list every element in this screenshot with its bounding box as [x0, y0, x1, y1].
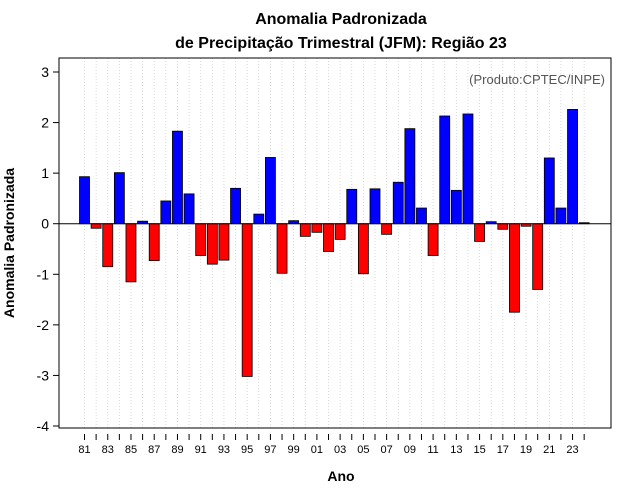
bar-07	[381, 223, 393, 235]
bar-12	[439, 115, 451, 225]
x-tick-label: 83	[102, 444, 114, 456]
bar-92	[206, 223, 218, 265]
x-tick-label: 13	[450, 444, 462, 456]
bar-01	[311, 223, 323, 233]
y-tick-label: 2	[41, 115, 49, 131]
chart-title-line2: de Precipitação Trimestral (JFM): Região…	[175, 35, 507, 52]
x-tick-label: 91	[195, 444, 207, 456]
bar-13	[450, 189, 462, 225]
x-tick-label: 97	[264, 444, 276, 456]
bar-22	[555, 207, 567, 225]
x-tick-label: 05	[357, 444, 369, 456]
x-tick-label: 09	[404, 444, 416, 456]
y-axis-title: Anomalia Padronizada	[1, 168, 17, 318]
bar-87	[148, 223, 160, 262]
y-tick-label: 3	[41, 64, 49, 80]
x-tick-label: 07	[380, 444, 392, 456]
x-tick-label: 11	[427, 444, 438, 456]
bar-95	[241, 223, 253, 377]
bar-08	[392, 181, 404, 225]
bar-84	[113, 172, 125, 225]
x-tick-label: 85	[125, 444, 137, 456]
y-tick-label: -1	[37, 266, 50, 282]
bar-88	[160, 200, 172, 225]
bar-10	[416, 207, 427, 225]
bar-90	[183, 193, 195, 225]
y-tick-label: -2	[37, 317, 50, 333]
bar-18	[509, 223, 520, 313]
x-tick-label: 03	[334, 444, 346, 456]
bar-15	[474, 223, 485, 242]
bar-17	[497, 223, 509, 230]
source-note: (Produto:CPTEC/INPE)	[469, 72, 605, 87]
y-tick-label: 1	[41, 165, 49, 181]
y-tick-label: -3	[37, 367, 50, 383]
plot-frame	[58, 57, 612, 429]
bar-03	[334, 223, 346, 240]
bar-94	[230, 187, 241, 225]
bar-21	[543, 157, 555, 225]
bar-05	[357, 223, 369, 275]
bar-96	[253, 213, 265, 225]
x-axis: 81 83 85 87 89 91 93 95 97 99 01 03 05 07 09 11 13 15 17 19…	[78, 434, 585, 456]
x-tick-label: 19	[520, 444, 532, 456]
x-tick-label: 89	[171, 444, 183, 456]
y-tick-label: -4	[37, 418, 50, 434]
y-axis: -4 -3 -2 -1 0 1 2 3	[37, 64, 59, 434]
x-tick-label: 99	[288, 444, 300, 456]
bar-11	[427, 223, 439, 256]
bar-20	[532, 223, 544, 290]
x-tick-label: 21	[543, 444, 555, 456]
x-tick-label: 95	[241, 444, 253, 456]
bar-97	[265, 157, 276, 225]
x-tick-label: 17	[497, 444, 509, 456]
bar-81	[79, 176, 90, 225]
bar-91	[195, 223, 207, 256]
bar-14	[462, 113, 474, 225]
x-tick-label: 01	[311, 444, 323, 456]
x-tick-label: 93	[218, 444, 230, 456]
x-tick-label: 87	[148, 444, 160, 456]
bar-23	[567, 109, 578, 225]
bar-82	[90, 223, 102, 229]
x-tick-label: 81	[78, 444, 90, 456]
bar-09	[404, 128, 416, 225]
bar-83	[102, 223, 114, 268]
bar-00	[299, 223, 311, 237]
x-axis-title: Ano	[327, 468, 354, 484]
bar-89	[172, 130, 183, 225]
bar-85	[125, 223, 137, 283]
bar-06	[369, 188, 381, 225]
bar-93	[218, 223, 230, 261]
bars	[79, 109, 590, 377]
chart-title-line1: Anomalia Padronizada	[255, 11, 427, 28]
bar-02	[323, 223, 334, 252]
x-tick-label: 23	[566, 444, 578, 456]
bar-98	[276, 223, 288, 274]
bar-04	[346, 188, 358, 225]
y-tick-label: 0	[41, 216, 49, 232]
x-tick-label: 15	[473, 444, 485, 456]
